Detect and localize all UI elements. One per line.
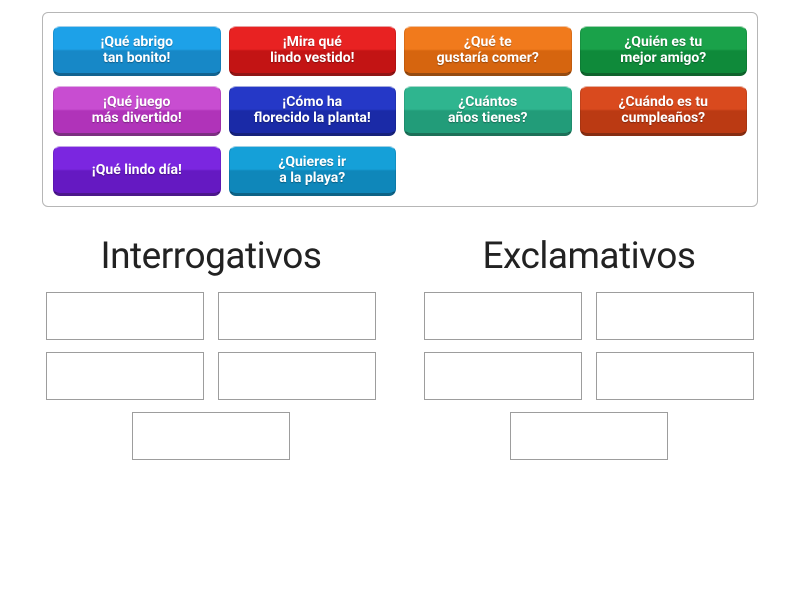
drop-slot[interactable] — [596, 352, 754, 400]
drop-slot[interactable] — [46, 352, 204, 400]
drop-slot[interactable] — [510, 412, 668, 460]
category-title: Exclamativos — [420, 235, 758, 278]
card-cumple[interactable]: ¿Cuándo es tucumpleaños? — [580, 86, 748, 136]
card-label: ¡Qué abrigotan bonito! — [100, 34, 173, 66]
card-label: ¡Cómo haflorecido la planta! — [254, 94, 371, 126]
drop-slot[interactable] — [424, 292, 582, 340]
category-title: Interrogativos — [42, 235, 380, 278]
drop-slot[interactable] — [218, 352, 376, 400]
slots-container — [42, 292, 380, 460]
card-label: ¿Qué tegustaría comer? — [437, 34, 539, 66]
card-dia[interactable]: ¡Qué lindo día! — [53, 146, 221, 196]
card-label: ¡Qué juegomás divertido! — [92, 94, 182, 126]
card-pool: ¡Qué abrigotan bonito! ¡Mira quélindo ves… — [42, 12, 758, 207]
card-juego[interactable]: ¡Qué juegomás divertido! — [53, 86, 221, 136]
slots-container — [420, 292, 758, 460]
card-planta[interactable]: ¡Cómo haflorecido la planta! — [229, 86, 397, 136]
card-label: ¿Quieres ira la playa? — [278, 154, 346, 186]
card-label: ¿Cuándo es tucumpleaños? — [619, 94, 708, 126]
card-label: ¡Qué lindo día! — [92, 162, 182, 178]
card-vestido[interactable]: ¡Mira quélindo vestido! — [229, 26, 397, 76]
categories-container: Interrogativos Exclamativos — [0, 235, 800, 460]
card-playa[interactable]: ¿Quieres ira la playa? — [229, 146, 397, 196]
drop-slot[interactable] — [218, 292, 376, 340]
card-anos[interactable]: ¿Cuántosaños tienes? — [404, 86, 572, 136]
drop-slot[interactable] — [46, 292, 204, 340]
card-label: ¡Mira quélindo vestido! — [270, 34, 354, 66]
card-label: ¿Quién es tumejor amigo? — [620, 34, 706, 66]
category-interrogativos: Interrogativos — [42, 235, 380, 460]
drop-slot[interactable] — [596, 292, 754, 340]
card-comer[interactable]: ¿Qué tegustaría comer? — [404, 26, 572, 76]
category-exclamativos: Exclamativos — [420, 235, 758, 460]
drop-slot[interactable] — [132, 412, 290, 460]
card-abrigo[interactable]: ¡Qué abrigotan bonito! — [53, 26, 221, 76]
card-label: ¿Cuántosaños tienes? — [448, 94, 527, 126]
card-amigo[interactable]: ¿Quién es tumejor amigo? — [580, 26, 748, 76]
drop-slot[interactable] — [424, 352, 582, 400]
